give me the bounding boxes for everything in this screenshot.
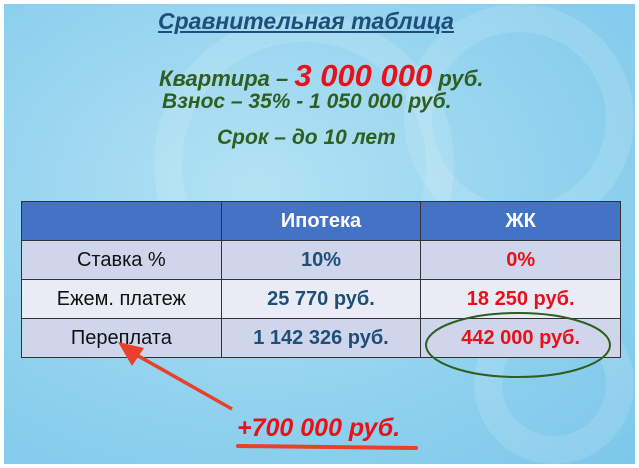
apartment-price-line: Квартира – 3 000 000 руб. bbox=[159, 58, 484, 94]
comparison-table: Ипотека ЖК Ставка % 10% 0% Ежем. платеж … bbox=[21, 201, 621, 358]
arrow-line bbox=[125, 347, 233, 411]
mortgage-value: 10% bbox=[220, 240, 422, 280]
table-header-row: Ипотека ЖК bbox=[21, 201, 621, 241]
slide-title: Сравнительная таблица bbox=[158, 8, 454, 34]
apartment-label: Квартира – bbox=[159, 66, 289, 91]
table-row: Переплата 1 142 326 руб. 442 000 руб. bbox=[21, 318, 621, 358]
table-row: Ежем. платеж 25 770 руб. 18 250 руб. bbox=[21, 279, 621, 319]
row-label: Ставка % bbox=[21, 240, 222, 280]
zhk-value: 18 250 руб. bbox=[420, 279, 621, 319]
zhk-value: 0% bbox=[420, 240, 621, 280]
header-empty bbox=[21, 201, 222, 241]
table-row: Ставка % 10% 0% bbox=[21, 240, 621, 280]
row-label: Переплата bbox=[21, 318, 222, 358]
underline bbox=[236, 444, 418, 450]
zhk-value: 442 000 руб. bbox=[420, 318, 621, 358]
row-label: Ежем. платеж bbox=[21, 279, 222, 319]
annotations bbox=[118, 312, 611, 450]
mortgage-value: 1 142 326 руб. bbox=[220, 318, 422, 358]
header-mortgage: Ипотека bbox=[220, 201, 422, 241]
apartment-unit: руб. bbox=[438, 66, 484, 91]
term-line: Срок – до 10 лет bbox=[217, 126, 396, 149]
apartment-price: 3 000 000 bbox=[294, 58, 433, 93]
highlight-ellipse bbox=[425, 312, 611, 378]
down-payment-line: Взнос – 35% - 1 050 000 руб. bbox=[162, 90, 452, 113]
mortgage-value: 25 770 руб. bbox=[220, 279, 422, 319]
slide: Сравнительная таблица Квартира – 3 000 0… bbox=[4, 4, 635, 464]
header-zhk: ЖК bbox=[420, 201, 621, 241]
difference-text: +700 000 руб. bbox=[237, 414, 401, 442]
arrow-head-icon bbox=[118, 342, 144, 366]
